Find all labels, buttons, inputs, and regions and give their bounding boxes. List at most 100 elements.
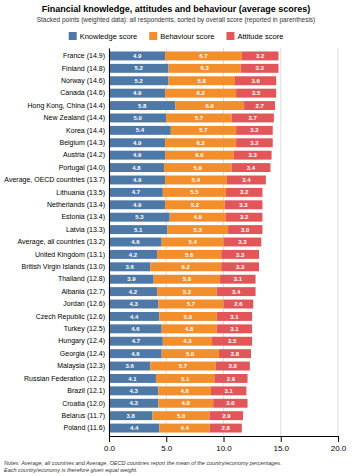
data-label: 4.6 bbox=[180, 388, 189, 394]
bar-segment bbox=[158, 386, 211, 395]
bar-segment bbox=[109, 312, 159, 321]
bar-segment bbox=[165, 151, 234, 160]
bar-segment bbox=[158, 399, 213, 408]
data-label: 3.4 bbox=[232, 289, 241, 295]
y-tick-label: Albania (12.7) bbox=[61, 288, 105, 296]
y-tick: Brazil (12.1) bbox=[67, 387, 109, 395]
y-tick: Croatia (12.0) bbox=[62, 399, 109, 407]
y-tick: Hungary (12.4) bbox=[58, 337, 109, 345]
data-label: 4.6 bbox=[131, 351, 140, 357]
bar-segment bbox=[228, 225, 262, 234]
y-tick-label: Russian Federation (12.2) bbox=[24, 375, 105, 383]
y-tick-label: Netherlands (13.4) bbox=[47, 201, 105, 209]
y-tick: Jordan (12.6) bbox=[63, 300, 109, 308]
y-tick: Estonia (13.4) bbox=[61, 213, 109, 221]
legend-swatch bbox=[149, 32, 157, 40]
bar-segment bbox=[217, 312, 252, 321]
legend-swatch bbox=[226, 32, 234, 40]
y-tick: Netherlands (13.4) bbox=[47, 201, 109, 209]
bar-segment bbox=[232, 163, 271, 172]
y-tick-label: Norway (14.6) bbox=[61, 77, 105, 85]
data-label: 5.1 bbox=[181, 376, 190, 382]
data-label: 3.5 bbox=[228, 338, 237, 344]
data-label: 5.1 bbox=[134, 227, 143, 233]
bar-segment bbox=[109, 275, 154, 284]
data-label: 3.6 bbox=[125, 363, 134, 369]
y-tick-label: Average, OECD countries (13.7) bbox=[4, 176, 105, 184]
data-label: 4.3 bbox=[129, 301, 138, 307]
bar-segment bbox=[217, 324, 252, 333]
data-label: 6.2 bbox=[182, 264, 191, 270]
bar-segment bbox=[165, 89, 236, 98]
bar-segment bbox=[159, 312, 216, 321]
bar-segment bbox=[109, 64, 169, 73]
data-label: 5.4 bbox=[192, 177, 201, 183]
bar-segment bbox=[156, 374, 214, 383]
y-tick: Russian Federation (12.2) bbox=[24, 375, 109, 383]
bar-segment bbox=[162, 324, 217, 333]
bar-segment bbox=[159, 424, 209, 433]
bar-segment bbox=[109, 126, 171, 135]
data-label: 5.2 bbox=[135, 78, 144, 84]
y-tick: British Virgin Islands (13.0) bbox=[21, 263, 109, 271]
bar-segment bbox=[109, 287, 157, 296]
bar-segment bbox=[109, 113, 166, 122]
data-label: 4.8 bbox=[182, 400, 191, 406]
y-tick: Korea (14.4) bbox=[66, 127, 109, 135]
bar-segment bbox=[150, 362, 215, 371]
bar-segment bbox=[109, 101, 175, 110]
y-tick-label: Hungary (12.4) bbox=[58, 337, 105, 345]
x-tick-mark bbox=[281, 436, 282, 442]
bar-segment bbox=[109, 324, 162, 333]
data-label: 3.1 bbox=[230, 314, 239, 320]
bar-segment bbox=[109, 411, 153, 420]
y-tick: Canada (14.6) bbox=[60, 89, 109, 97]
data-label: 6.0 bbox=[195, 152, 204, 158]
bar-segment bbox=[236, 89, 276, 98]
y-axis-line bbox=[109, 49, 110, 437]
bar-segment bbox=[217, 287, 256, 296]
data-label: 5.2 bbox=[135, 65, 144, 71]
bar-segment bbox=[165, 176, 227, 185]
bar-segment bbox=[109, 138, 165, 147]
x-tick: 15.0 bbox=[273, 436, 289, 453]
data-label: 3.0 bbox=[241, 227, 250, 233]
data-label: 2.8 bbox=[231, 351, 240, 357]
x-axis-line bbox=[110, 437, 339, 443]
y-tick-label: Croatia (12.0) bbox=[62, 399, 105, 407]
y-tick-label: Average, all countries (13.2) bbox=[18, 238, 105, 246]
bar-segment bbox=[163, 188, 226, 197]
data-label: 4.9 bbox=[194, 214, 203, 220]
y-tick: Poland (11.6) bbox=[63, 424, 109, 432]
data-label: 3.3 bbox=[236, 252, 245, 258]
bar-segment bbox=[109, 300, 158, 309]
x-tick: 20.0 bbox=[331, 436, 347, 453]
data-label: 3.1 bbox=[224, 388, 233, 394]
y-tick: Finland (14.8) bbox=[62, 65, 109, 73]
data-label: 3.9 bbox=[127, 276, 136, 282]
data-label: 4.9 bbox=[133, 140, 142, 146]
y-tick-label: New Zealand (14.4) bbox=[44, 114, 105, 122]
data-label: 5.7 bbox=[179, 363, 188, 369]
bar-segment bbox=[109, 262, 150, 271]
y-tick: Lithuania (13.5) bbox=[56, 189, 109, 197]
bar-segment bbox=[109, 225, 167, 234]
data-label: 2.9 bbox=[227, 376, 236, 382]
data-label: 3.2 bbox=[250, 140, 259, 146]
bar-segment bbox=[109, 188, 163, 197]
data-label: 5.7 bbox=[187, 301, 196, 307]
bar-segment bbox=[167, 225, 228, 234]
bar-segment bbox=[150, 262, 221, 271]
data-label: 5.0 bbox=[177, 413, 186, 419]
data-label: 3.8 bbox=[127, 413, 136, 419]
y-tick: Austria (14.2) bbox=[63, 151, 109, 159]
data-label: 3.0 bbox=[228, 363, 237, 369]
y-tick-label: Finland (14.8) bbox=[62, 65, 105, 73]
data-label: 5.2 bbox=[183, 289, 192, 295]
x-tick-label: 5.0 bbox=[161, 444, 173, 453]
x-tick: 10.0 bbox=[216, 436, 232, 453]
y-tick-label: Austria (14.2) bbox=[63, 151, 105, 159]
y-tick: Latvia (13.3) bbox=[66, 226, 109, 234]
data-label: 4.2 bbox=[129, 289, 138, 295]
grid-line bbox=[109, 48, 110, 436]
